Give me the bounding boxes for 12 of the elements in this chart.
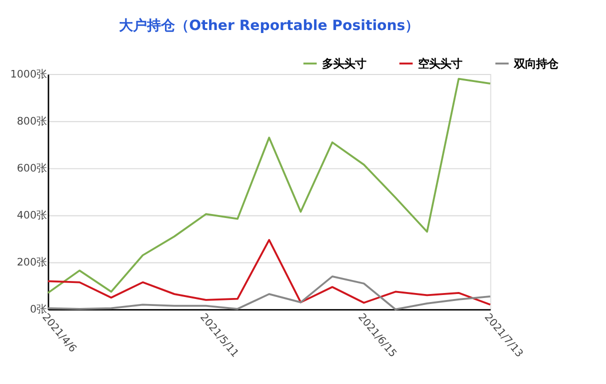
y-tick-label: 0张 [30,304,47,316]
y-tick-label: 600张 [16,162,47,175]
y-tick-label: 400张 [16,210,47,222]
legend-label: 多头头寸 [322,57,366,70]
legend-label: 双向持仓 [512,57,559,70]
y-tick-label: 800张 [16,115,47,128]
legend-label: 空头头寸 [418,57,462,70]
chart-title: 大户持仓（Other Reportable Positions） [119,16,420,34]
line-series [47,78,492,294]
line-series [47,239,492,306]
y-tick-label: 200张 [16,256,47,269]
y-tick-label: 1000张 [10,68,47,80]
